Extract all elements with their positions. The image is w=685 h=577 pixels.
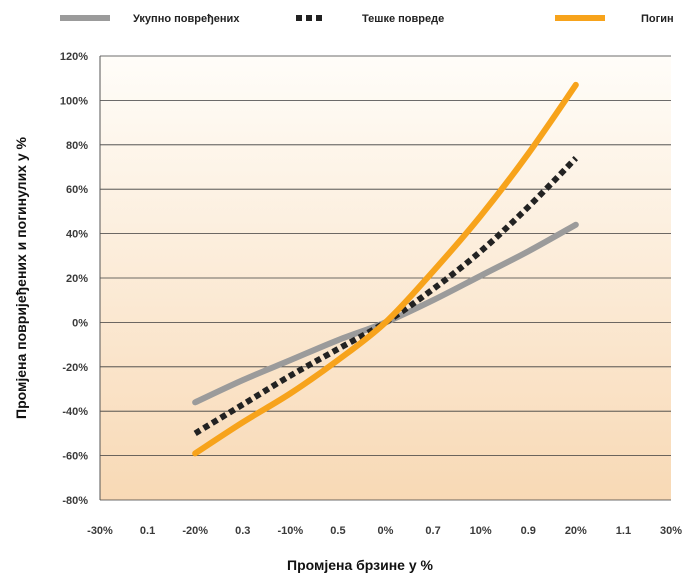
y-tick-label: 0% (72, 317, 88, 329)
y-tick-label: -80% (62, 495, 88, 507)
x-tick-label: 10% (470, 525, 492, 537)
y-tick-label: 40% (66, 229, 88, 241)
legend-item-killed: Погин (555, 13, 674, 25)
y-tick-label: 100% (60, 95, 88, 107)
x-tick-label: 0% (378, 525, 394, 537)
series-layer (192, 81, 579, 457)
x-tick-label: 0.1 (140, 525, 155, 537)
x-tick-label: 1.1 (616, 525, 631, 537)
x-axis-ticks: -30% 0.1 -20% 0.3 -10% 0.5 0% 0.7 10% 0.9 20% 1.1 30… (87, 525, 682, 537)
x-tick-label: -10% (277, 525, 303, 537)
x-tick-label: 0.3 (235, 525, 250, 537)
y-tick-label: -60% (62, 451, 88, 463)
x-tick-label: 30% (660, 525, 682, 537)
y-tick-label: 120% (60, 51, 88, 63)
y-tick-label: -40% (62, 406, 88, 418)
x-tick-label: -30% (87, 525, 113, 537)
legend-label-serious-injuries: Тешке повреде (362, 13, 444, 25)
x-tick-label: 0.9 (521, 525, 536, 537)
y-axis-ticks: -80% -60% -40% -20% 0% 20% 40% 60% 80% 100% 120% (60, 51, 88, 507)
legend-item-serious-injuries: Тешке повреде (296, 13, 444, 25)
x-axis-title: Промјена брзине у % (287, 557, 434, 573)
x-tick-label: 20% (565, 525, 587, 537)
series-line-killed (192, 81, 579, 457)
legend: Укупно повређених Тешке повреде Погин (60, 13, 674, 25)
y-tick-label: 20% (66, 273, 88, 285)
legend-item-total-injured: Укупно повређених (60, 13, 240, 25)
x-tick-label: 0.5 (330, 525, 345, 537)
y-tick-label: 80% (66, 140, 88, 152)
legend-label-killed: Погин (641, 13, 674, 25)
gridlines (100, 55, 671, 501)
x-tick-label: 0.7 (425, 525, 440, 537)
x-tick-label: -20% (182, 525, 208, 537)
y-axis-title: Промјена повријеђених и погинулих у % (13, 136, 29, 419)
legend-label-total-injured: Укупно повређених (133, 13, 240, 25)
y-tick-label: -20% (62, 362, 88, 374)
y-tick-label: 60% (66, 184, 88, 196)
